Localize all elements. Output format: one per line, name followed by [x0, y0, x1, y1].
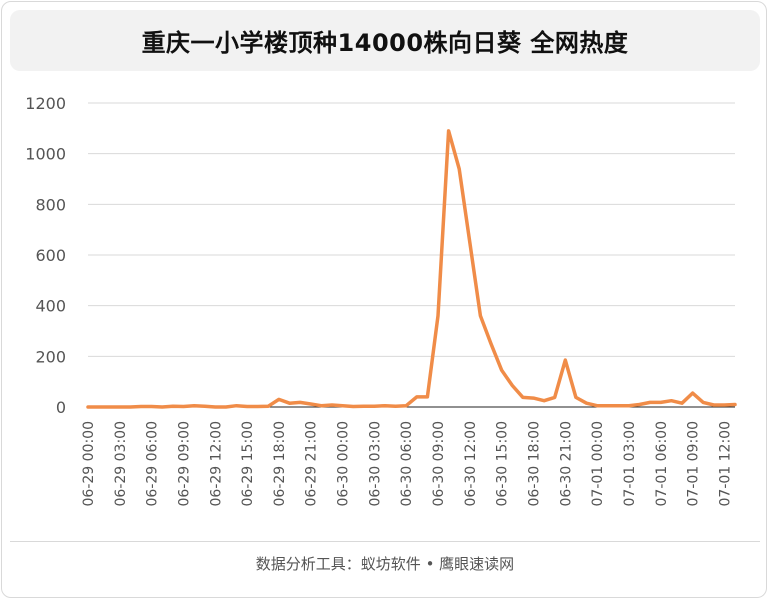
title-banner: 重庆一小学楼顶种14000株向日葵 全网热度	[10, 10, 760, 71]
x-tick-label: 06-30 00:00	[336, 421, 352, 506]
x-tick-label: 06-29 21:00	[304, 421, 320, 506]
y-tick-label: 400	[35, 297, 66, 316]
x-tick-label: 06-29 03:00	[113, 421, 129, 506]
y-tick-label: 1000	[25, 145, 66, 164]
x-tick-label: 06-30 06:00	[399, 421, 415, 506]
x-tick-label: 07-01 06:00	[654, 421, 670, 506]
x-tick-label: 06-30 03:00	[367, 421, 383, 506]
x-tick-label: 07-01 12:00	[717, 421, 733, 506]
x-tick-label: 06-29 15:00	[240, 421, 256, 506]
x-tick-label: 06-30 15:00	[495, 421, 511, 506]
x-tick-label: 07-01 09:00	[686, 421, 702, 506]
y-tick-label: 600	[35, 246, 66, 265]
y-tick-label: 800	[35, 195, 66, 214]
x-tick-label: 06-29 00:00	[81, 421, 97, 506]
x-tick-label: 06-29 12:00	[208, 421, 224, 506]
x-tick-label: 07-01 03:00	[622, 421, 638, 506]
y-tick-label: 0	[56, 398, 66, 417]
x-tick-label: 06-29 06:00	[145, 421, 161, 506]
series-line	[86, 129, 737, 409]
y-tick-label: 200	[35, 347, 66, 366]
footer-source-text: 数据分析工具：蚁坊软件 • 鹰眼速读网	[255, 554, 515, 573]
chart-title: 重庆一小学楼顶种14000株向日葵 全网热度	[141, 29, 629, 57]
x-tick-label: 06-30 21:00	[558, 421, 574, 506]
x-tick-label: 06-30 18:00	[526, 421, 542, 506]
x-tick-label: 06-30 09:00	[431, 421, 447, 506]
x-tick-label: 06-30 12:00	[463, 421, 479, 506]
x-tick-label: 07-01 00:00	[590, 421, 606, 506]
y-tick-label: 1200	[25, 94, 66, 113]
x-tick-label: 06-29 09:00	[176, 421, 192, 506]
footer: 数据分析工具：蚁坊软件 • 鹰眼速读网	[10, 541, 760, 584]
x-tick-label: 06-29 18:00	[272, 421, 288, 506]
